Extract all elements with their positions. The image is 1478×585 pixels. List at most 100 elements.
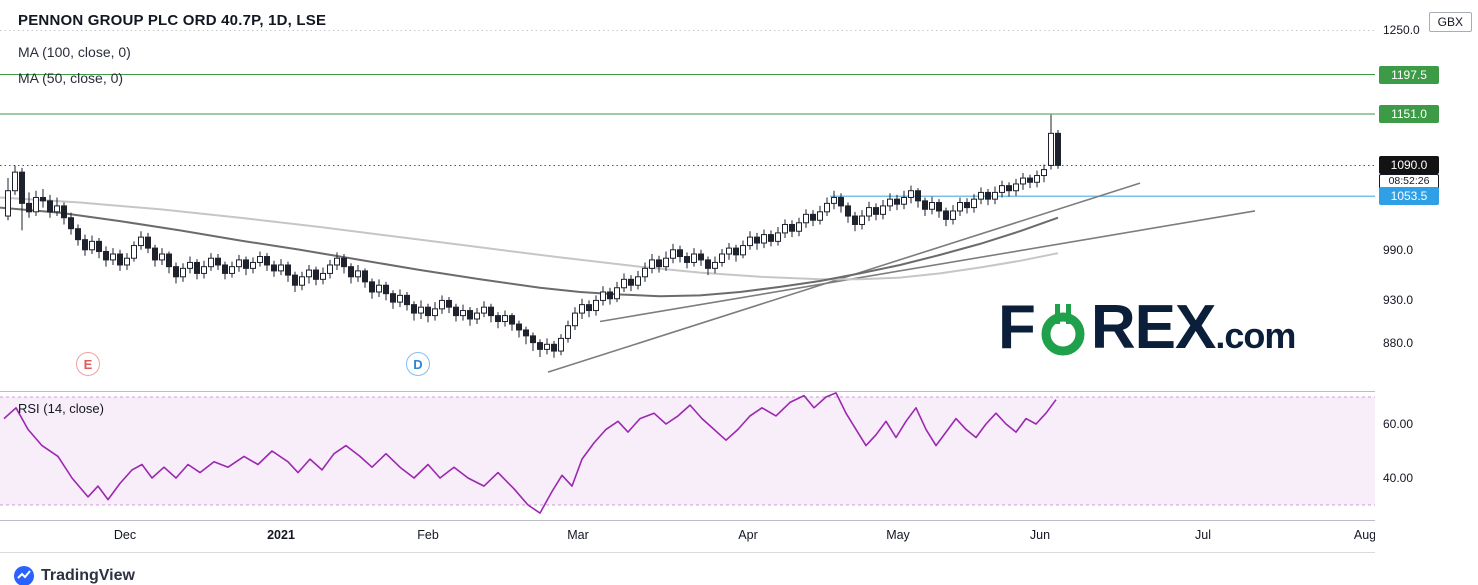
candle <box>852 211 858 232</box>
trendline-2[interactable] <box>599 210 1256 323</box>
candle <box>488 303 494 323</box>
time-label-Dec: Dec <box>113 528 137 542</box>
candle <box>474 308 480 325</box>
candle <box>733 244 739 262</box>
chart-canvas[interactable] <box>0 0 1375 553</box>
candle <box>383 281 389 301</box>
candle <box>495 312 501 329</box>
candle <box>341 254 347 274</box>
candle <box>250 257 256 274</box>
price-badge-1053.5: 1053.5 <box>1379 187 1439 206</box>
price-tick-990.0: 990.0 <box>1383 242 1414 257</box>
pane-separator-main-rsi[interactable] <box>0 391 1478 392</box>
time-label-Apr: Apr <box>738 528 758 542</box>
candle <box>831 190 837 210</box>
candle <box>26 192 32 218</box>
currency-unit-button[interactable]: GBX <box>1428 12 1472 32</box>
time-label-Feb: Feb <box>417 528 439 542</box>
rsi-legend[interactable]: RSI (14, close) <box>18 401 104 416</box>
candle <box>964 198 970 214</box>
ma50-legend[interactable]: MA (50, close, 0) <box>18 70 124 86</box>
candle <box>705 256 711 276</box>
watermark-dotcom: .com <box>1215 315 1296 357</box>
candle <box>33 190 39 217</box>
price-badge-1090.0: 1090.0 <box>1379 156 1439 175</box>
candle <box>782 219 788 238</box>
candle <box>89 235 95 255</box>
candle <box>271 260 277 277</box>
candle <box>698 249 704 266</box>
candle <box>719 248 725 267</box>
candle <box>5 178 11 221</box>
tradingview-logo[interactable]: TradingView <box>14 566 135 585</box>
candle <box>327 259 333 279</box>
candle <box>397 289 403 308</box>
candle <box>229 261 235 278</box>
candle <box>446 297 452 314</box>
candle <box>943 207 949 227</box>
ma100-legend[interactable]: MA (100, close, 0) <box>18 44 131 60</box>
time-label-2021: 2021 <box>267 528 295 542</box>
candle <box>236 254 242 272</box>
price-badge-1197.5: 1197.5 <box>1379 65 1439 84</box>
candle <box>663 251 669 271</box>
time-label-May: May <box>886 528 910 542</box>
candle <box>628 275 634 292</box>
candle <box>971 194 977 213</box>
candle <box>670 243 676 264</box>
candle <box>313 266 319 286</box>
candle <box>257 251 263 267</box>
dividend-marker[interactable]: D <box>406 352 430 376</box>
candle <box>376 279 382 298</box>
candle <box>131 241 137 262</box>
candle <box>859 210 865 230</box>
candle <box>621 273 627 292</box>
candle <box>579 298 585 319</box>
candle <box>278 259 284 276</box>
candle <box>166 251 172 274</box>
candle <box>1027 174 1033 189</box>
candle <box>894 194 900 211</box>
candle <box>761 229 767 249</box>
trendline-1[interactable] <box>547 182 1141 373</box>
candle <box>103 246 109 267</box>
candle <box>873 203 879 221</box>
candle <box>936 199 942 218</box>
candle <box>124 253 130 271</box>
candle <box>138 231 144 250</box>
candle <box>789 220 795 238</box>
candle <box>691 248 697 267</box>
pane-separator-rsi-timeaxis[interactable] <box>0 520 1478 521</box>
candle <box>593 295 599 316</box>
candle <box>159 248 165 265</box>
price-tick-1250.0: 1250.0 <box>1383 23 1420 38</box>
dividend-marker-label: D <box>413 356 423 372</box>
candle <box>173 262 179 284</box>
candle <box>887 193 893 211</box>
time-axis[interactable]: Dec 2021 Feb Mar Apr May Jun Jul Aug <box>0 521 1375 552</box>
candle <box>110 248 116 265</box>
ma50-line <box>0 206 1059 298</box>
tradingview-logo-text: TradingView <box>41 567 135 584</box>
candle <box>299 271 305 291</box>
candle <box>1013 178 1019 196</box>
forex-o-plug-icon <box>1041 304 1085 356</box>
symbol-title[interactable]: PENNON GROUP PLC ORD 40.7P, 1D, LSE <box>18 12 327 29</box>
candle <box>768 230 774 247</box>
candle <box>985 189 991 206</box>
candle <box>712 256 718 274</box>
candle <box>215 254 221 271</box>
candle <box>523 326 529 345</box>
price-axis[interactable]: GBX 1250.0 990.0 930.0 880.0 1197.5 1151.0 109… <box>1375 0 1478 553</box>
candle <box>390 290 396 309</box>
candle <box>796 217 802 237</box>
earnings-marker[interactable]: E <box>76 352 100 376</box>
candle <box>845 202 851 223</box>
candle <box>439 295 445 314</box>
candle <box>40 189 46 208</box>
candle <box>1055 129 1061 169</box>
price-tick-880.0: 880.0 <box>1383 335 1414 350</box>
candle <box>264 253 270 271</box>
candle <box>369 278 375 299</box>
